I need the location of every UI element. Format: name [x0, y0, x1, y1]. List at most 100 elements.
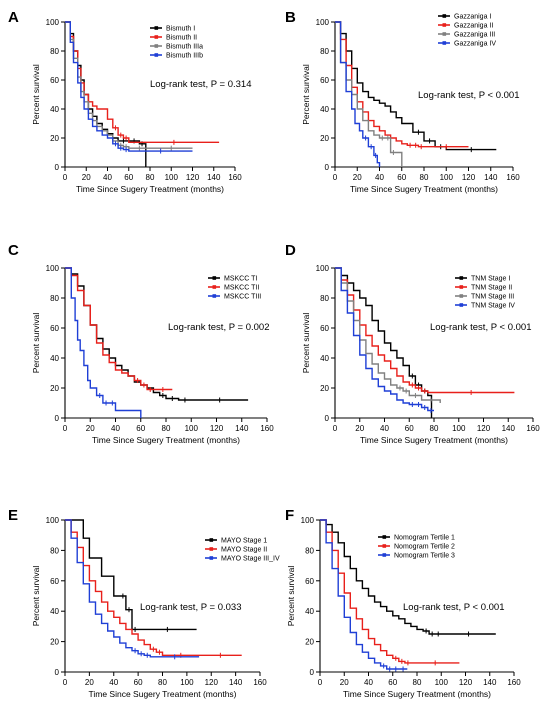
panel-a-legend-marker-2 — [154, 35, 159, 39]
panel-f-x-tick-label: 60 — [388, 678, 397, 687]
panel-d-x-tick-label: 120 — [477, 424, 491, 433]
panel-a-series-4-line — [65, 21, 193, 152]
panel-e-x-tick-label: 80 — [158, 678, 167, 687]
panel-d-x-tick-label: 40 — [380, 424, 389, 433]
panel-f-legend-label-3: Nomogram Tertile 3 — [394, 553, 455, 560]
panel-a-y-tick-label: 0 — [55, 163, 60, 172]
panel-a-x-tick-label: 100 — [165, 173, 179, 182]
panel-c-x-tick-label: 160 — [260, 424, 274, 433]
panel-c-y-tick-label: 80 — [50, 294, 59, 303]
panel-b-y-axis-label: Percent survival — [301, 64, 311, 125]
panel-a-x-tick-label: 140 — [207, 173, 221, 182]
panel-f-x-tick-label: 120 — [459, 678, 473, 687]
panel-c-x-tick-label: 80 — [162, 424, 171, 433]
panel-d-legend-label-4: TNM Stage IV — [471, 303, 515, 310]
panel-d-legend-label-1: TNM Stage I — [471, 276, 510, 283]
panel-f-legend-label-1: Nomogram Tertile 1 — [394, 535, 455, 542]
panel-e-y-tick-label: 0 — [55, 668, 60, 677]
panel-c-y-tick-label: 20 — [50, 384, 59, 393]
panel-d-x-tick-label: 20 — [355, 424, 364, 433]
panel-b-y-tick-label: 40 — [320, 105, 329, 114]
panel-b-legend-marker-2 — [442, 23, 447, 27]
panel-b-y-tick-label: 100 — [316, 18, 330, 27]
panel-e-x-tick-label: 20 — [85, 678, 94, 687]
panel-d-y-tick-label: 60 — [320, 324, 329, 333]
panel-a-series-3-line — [65, 21, 193, 149]
panel-f-legend-label-2: Nomogram Tertile 2 — [394, 544, 455, 551]
panel-f-x-tick-label: 0 — [318, 678, 323, 687]
panel-f-y-tick-label: 60 — [305, 577, 314, 586]
panel-e-x-tick-label: 160 — [253, 678, 267, 687]
panel-f-x-tick-label: 20 — [340, 678, 349, 687]
panel-d-legend-label-2: TNM Stage II — [471, 285, 512, 292]
panel-a-legend-label-3: Bismuth IIIa — [166, 44, 203, 51]
panel-d-legend-marker-2 — [459, 285, 464, 289]
panel-a-logrank-annotation: Log-rank test, P = 0.314 — [150, 79, 252, 90]
panel-f-x-axis-label: Time Since Sugery Treatment (months) — [343, 689, 491, 699]
panel-b-x-tick-label: 40 — [375, 173, 384, 182]
panel-e-legend-marker-1 — [209, 538, 214, 542]
panel-a-x-tick-label: 120 — [186, 173, 200, 182]
panel-f-legend-marker-2 — [382, 544, 387, 548]
panel-e-logrank-annotation: Log-rank test, P = 0.033 — [140, 602, 242, 613]
panel-f-x-tick-label: 140 — [483, 678, 497, 687]
panel-c-y-tick-label: 0 — [55, 414, 60, 423]
panel-c-legend-label-3: MSKCC TIII — [224, 294, 261, 301]
panel-b-y-tick-label: 80 — [320, 47, 329, 56]
panel-e-x-axis-label: Time Since Sugery Treatment (months) — [88, 689, 236, 699]
panel-b-y-tick-label: 20 — [320, 134, 329, 143]
panel-d-y-tick-label: 40 — [320, 354, 329, 363]
panel-f-x-tick-label: 80 — [413, 678, 422, 687]
panel-f-logrank-annotation: Log-rank test, P < 0.001 — [403, 602, 505, 613]
panel-d-x-axis-label: Time Since Sugery Treatment (months) — [360, 435, 508, 445]
panel-f-x-tick-label: 40 — [364, 678, 373, 687]
panel-b-legend-label-4: Gazzaniga IV — [454, 41, 496, 48]
panel-e-y-tick-label: 40 — [50, 607, 59, 616]
panel-b-x-tick-label: 120 — [462, 173, 476, 182]
panel-f-series-3-line — [320, 519, 408, 670]
panel-d-x-tick-label: 160 — [526, 424, 540, 433]
panel-d-legend-marker-3 — [459, 294, 464, 298]
panel-e-series-2-line — [65, 519, 242, 656]
panel-c-y-tick-label: 60 — [50, 324, 59, 333]
panel-d-y-tick-label: 80 — [320, 294, 329, 303]
panel-a-letter: A — [8, 9, 19, 26]
panel-f-series-1-line — [320, 519, 496, 635]
panel-e-series-1-line — [65, 519, 197, 631]
panel-d-legend-marker-4 — [459, 303, 464, 307]
panel-b-legend-marker-4 — [442, 41, 447, 45]
panel-f-y-tick-label: 40 — [305, 607, 314, 616]
panel-d-y-tick-label: 100 — [316, 264, 330, 273]
panel-a-y-tick-label: 40 — [50, 105, 59, 114]
panel-e-y-tick-label: 100 — [46, 516, 60, 525]
panel-e-x-tick-label: 0 — [63, 678, 68, 687]
panel-c-y-tick-label: 40 — [50, 354, 59, 363]
panel-c-series-1-line — [65, 267, 249, 401]
panel-a-legend-label-2: Bismuth II — [166, 35, 197, 42]
panel-f-series-2-line — [320, 519, 460, 664]
panel-e-y-tick-label: 80 — [50, 546, 59, 555]
panel-d-y-tick-label: 0 — [325, 414, 330, 423]
panel-c-x-axis-label: Time Since Sugery Treatment (months) — [92, 435, 240, 445]
panel-f-letter: F — [285, 507, 294, 524]
panel-f-y-tick-label: 100 — [301, 516, 315, 525]
panel-e-legend-marker-2 — [209, 547, 214, 551]
panel-f-y-axis-label: Percent survival — [286, 566, 296, 627]
panel-f-legend-marker-3 — [382, 553, 387, 557]
panel-e-x-tick-label: 60 — [134, 678, 143, 687]
panel-e-legend-label-2: MAYO Stage II — [221, 547, 267, 554]
panel-a-x-tick-label: 160 — [228, 173, 242, 182]
panel-a-x-tick-label: 20 — [82, 173, 91, 182]
panel-b-x-tick-label: 0 — [333, 173, 338, 182]
panel-b-x-tick-label: 160 — [506, 173, 520, 182]
panel-e-letter: E — [8, 507, 18, 524]
panel-b-series-2-line — [335, 21, 469, 148]
panel-c-x-tick-label: 40 — [111, 424, 120, 433]
panel-d-logrank-annotation: Log-rank test, P < 0.001 — [430, 322, 532, 333]
panel-d-x-tick-label: 0 — [333, 424, 338, 433]
panel-b-x-tick-label: 20 — [353, 173, 362, 182]
panel-d-letter: D — [285, 242, 296, 259]
panel-d-x-tick-label: 80 — [430, 424, 439, 433]
panel-a-y-axis-label: Percent survival — [31, 64, 41, 125]
panel-c-y-tick-label: 100 — [46, 264, 60, 273]
